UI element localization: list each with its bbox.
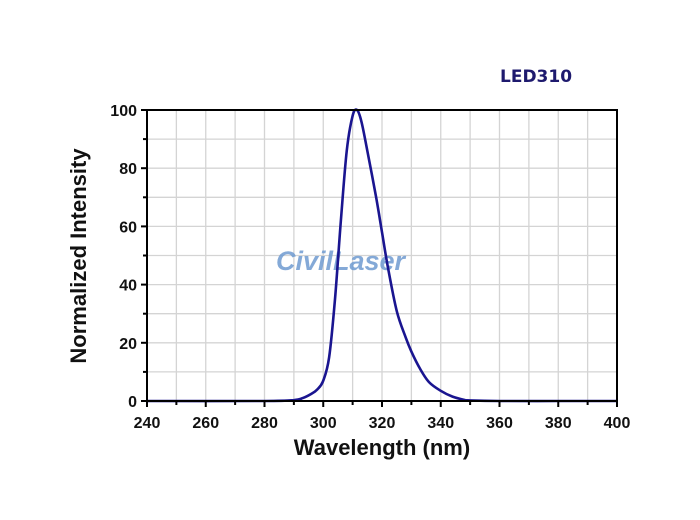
svg-text:280: 280	[251, 415, 278, 432]
y-axis-label: Normalized Intensity	[66, 148, 91, 364]
svg-text:380: 380	[545, 415, 572, 432]
svg-text:100: 100	[110, 103, 137, 120]
svg-text:80: 80	[119, 161, 137, 178]
svg-text:400: 400	[604, 415, 631, 432]
svg-text:20: 20	[119, 336, 137, 353]
svg-text:60: 60	[119, 219, 137, 236]
axis-ticks: 240 260 280 300 320 340 360 380 400 0 20 40 60 80 100	[110, 103, 630, 432]
svg-text:300: 300	[310, 415, 337, 432]
svg-text:360: 360	[486, 415, 513, 432]
chart-title: LED310	[500, 67, 572, 87]
svg-text:320: 320	[369, 415, 396, 432]
svg-text:0: 0	[128, 394, 137, 411]
x-axis-label: Wavelength (nm)	[294, 435, 470, 460]
svg-text:40: 40	[119, 278, 137, 295]
spectrum-line	[146, 108, 617, 403]
svg-text:340: 340	[427, 415, 454, 432]
svg-text:240: 240	[134, 415, 161, 432]
svg-text:260: 260	[192, 415, 219, 432]
